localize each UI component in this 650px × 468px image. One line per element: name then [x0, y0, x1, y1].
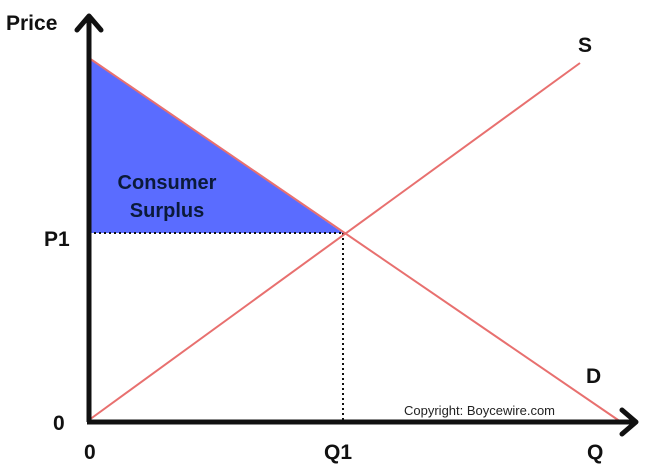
y-axis-label: Price: [6, 12, 57, 35]
origin-x-label: 0: [84, 441, 96, 464]
demand-label: D: [586, 365, 601, 388]
y-axis-arrowhead: [74, 13, 104, 33]
x-axis-arrowhead: [619, 407, 639, 437]
supply-curve: [88, 62, 581, 421]
region-label-line2: Surplus: [130, 200, 204, 222]
quantity-label: Q1: [324, 441, 352, 464]
supply-label: S: [578, 34, 592, 57]
origin-y-label: 0: [53, 412, 65, 435]
demand-curve: [88, 57, 622, 423]
region-label-line1: Consumer: [118, 172, 217, 194]
x-axis-label: Q: [587, 441, 603, 464]
copyright-text: Copyright: Boycewire.com: [404, 403, 555, 418]
price-label: P1: [44, 228, 70, 251]
